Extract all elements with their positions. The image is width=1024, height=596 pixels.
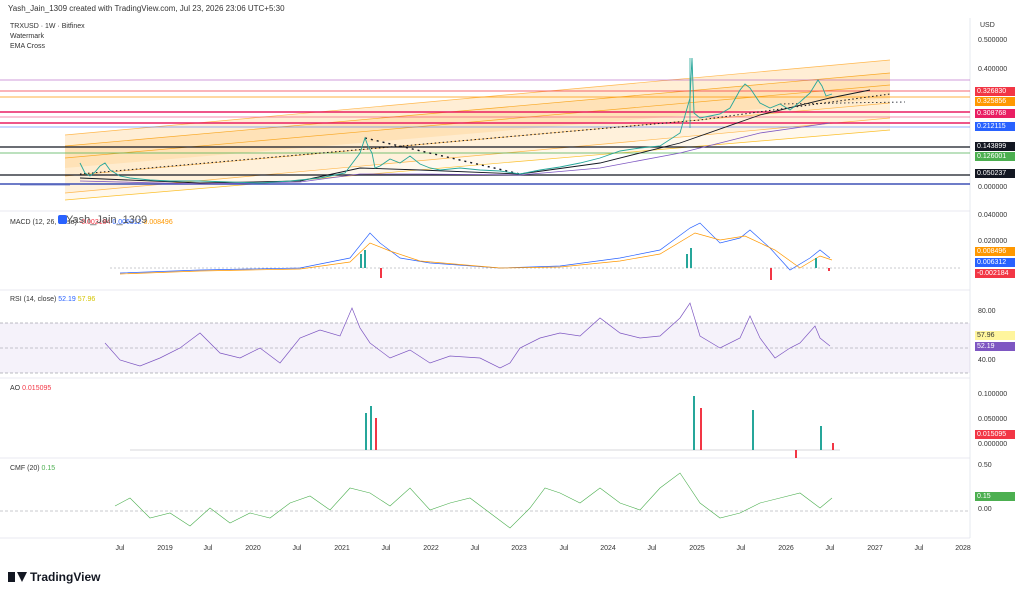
rsi-v2: 57.96	[77, 296, 96, 303]
time-label: 2027	[867, 545, 883, 552]
price-tag-7: 0.050237	[975, 169, 1015, 178]
price-tag-3: 0.308768	[975, 109, 1015, 118]
axis-label-ao-3: 0.000000	[978, 441, 1008, 448]
time-label: 2023	[511, 545, 527, 552]
macd-legend: MACD (12, 26, close) -0.002184 0.006312 …	[10, 218, 173, 228]
main-legend: TRXUSD · 1W · Bitfinex Watermark EMA Cro…	[10, 22, 85, 52]
axis-label-macd-1: 0.040000	[978, 212, 1008, 219]
macd-v1: -0.002184	[78, 219, 111, 226]
header-credit: Yash_Jain_1309 created with TradingView.…	[8, 4, 285, 13]
time-label: Jul	[115, 545, 125, 552]
time-label: Jul	[914, 545, 924, 552]
time-label: Jul	[381, 545, 391, 552]
time-label: Jul	[559, 545, 569, 552]
cmf-legend: CMF (20) 0.15	[10, 464, 55, 474]
price-tag-1: 0.326830	[975, 87, 1015, 96]
watermark-icon	[58, 215, 67, 224]
macd-histogram	[360, 248, 830, 280]
rsi-v1: 52.19	[58, 296, 76, 303]
symbol-label: TRXUSD · 1W · Bitfinex	[10, 23, 85, 30]
axis-label-cmf-1: 0.50	[978, 462, 992, 469]
time-label: 2028	[955, 545, 971, 552]
time-label: 2021	[334, 545, 350, 552]
ema-cross-label: EMA Cross	[10, 43, 46, 50]
rsi-title: RSI (14, close)	[10, 296, 57, 303]
ao-tag-1: 0.015095	[975, 430, 1015, 439]
cmf-plot	[0, 472, 970, 529]
axis-label-main-3: 0.000000	[978, 184, 1008, 191]
tradingview-icon	[8, 572, 27, 582]
time-label: Jul	[203, 545, 213, 552]
axis-label-ao-2: 0.050000	[978, 416, 1008, 423]
time-label: 2020	[245, 545, 261, 552]
time-label: 2019	[157, 545, 173, 552]
time-label: 2024	[600, 545, 616, 552]
price-tag-5: 0.143899	[975, 142, 1015, 151]
rsi-legend: RSI (14, close) 52.19 57.96	[10, 295, 95, 305]
macd-tag-1: 0.008496	[975, 247, 1015, 256]
axis-label-rsi-2: 40.00	[978, 357, 996, 364]
price-line	[79, 57, 833, 184]
macd-v3: 0.008496	[143, 219, 173, 226]
axis-label-macd-2: 0.020000	[978, 238, 1008, 245]
cmf-title: CMF (20)	[10, 465, 40, 472]
price-tag-4: 0.212115	[975, 122, 1015, 131]
ao-legend: AO 0.015095	[10, 384, 51, 394]
macd-title: MACD (12, 26, close)	[10, 219, 77, 226]
axis-label-main-1: 0.500000	[978, 37, 1008, 44]
rsi-plot	[0, 302, 970, 374]
watermark-text: Yash_Jain_1309	[66, 214, 148, 226]
rsi-tag-1: 57.96	[975, 331, 1015, 340]
brand-name: TradingView	[30, 570, 101, 584]
time-label: 2022	[423, 545, 439, 552]
currency-label: USD	[980, 22, 995, 29]
axis-label-main-2: 0.400000	[978, 66, 1008, 73]
tradingview-logo[interactable]: TradingView	[8, 570, 100, 584]
watermark-label: Watermark	[10, 33, 44, 40]
cmf-tag-1: 0.15	[975, 492, 1015, 501]
chart-canvas[interactable]	[0, 18, 1024, 558]
time-label: 2025	[689, 545, 705, 552]
cmf-v1: 0.15	[41, 465, 56, 472]
chart-area[interactable]: TRXUSD · 1W · Bitfinex Watermark EMA Cro…	[0, 18, 1024, 558]
channel-bands	[64, 59, 891, 201]
macd-tag-2: 0.006312	[975, 258, 1015, 267]
time-label: Jul	[825, 545, 835, 552]
macd-tag-3: -0.002184	[975, 269, 1015, 278]
time-label: Jul	[292, 545, 302, 552]
time-label: 2026	[778, 545, 794, 552]
ao-title: AO	[10, 385, 21, 392]
macd-plot	[110, 222, 960, 280]
axis-label-ao-1: 0.100000	[978, 391, 1008, 398]
price-tag-2: 0.325856	[975, 97, 1015, 106]
time-label: Jul	[647, 545, 657, 552]
ao-v1: 0.015095	[22, 385, 52, 392]
rsi-tag-2: 52.19	[975, 342, 1015, 351]
axis-label-cmf-2: 0.00	[978, 506, 992, 513]
ao-plot	[130, 396, 840, 458]
time-label: Jul	[470, 545, 480, 552]
axis-label-rsi-1: 80.00	[978, 308, 996, 315]
macd-v2: 0.006312	[112, 219, 142, 226]
price-tag-6: 0.126001	[975, 152, 1015, 161]
time-label: Jul	[736, 545, 746, 552]
